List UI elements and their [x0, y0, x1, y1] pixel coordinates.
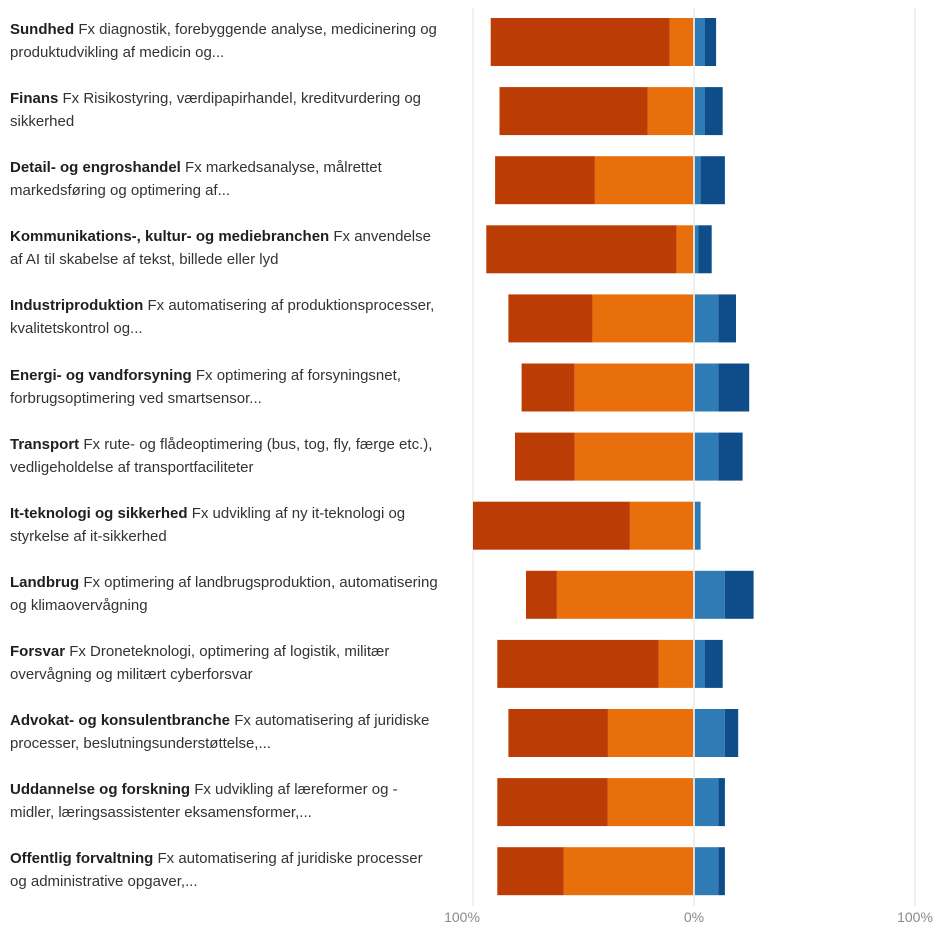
category-description: Fx markedsanalyse, målrettet markedsføri… — [10, 159, 382, 199]
category-description: Fx rute- og flådeoptimering (bus, tog, f… — [10, 436, 433, 476]
category-title: Sundhed — [10, 21, 75, 38]
category-title: Detail- og engroshandel — [10, 159, 181, 176]
category-title: It-teknologi og sikkerhed — [10, 505, 188, 522]
category-label: Kommunikations-, kultur- og mediebranche… — [10, 225, 440, 271]
bar-segment — [694, 709, 725, 757]
category-label: Transport Fx rute- og flådeoptimering (b… — [10, 433, 440, 479]
category-title: Landbrug — [10, 574, 80, 591]
bar-segment — [607, 709, 694, 757]
bar-segment — [574, 363, 694, 412]
bar-segment — [694, 501, 701, 550]
category-title: Industriproduktion — [10, 297, 144, 314]
category-label: Landbrug Fx optimering af landbrugsprodu… — [10, 571, 440, 617]
bar-segment — [694, 847, 719, 896]
bar-segment — [497, 847, 564, 896]
category-description: Fx optimering af forsyningsnet, forbrugs… — [10, 367, 401, 407]
category-description: Fx udvikling af ny it-teknologi og styrk… — [10, 505, 406, 545]
category-title: Advokat- og konsulentbranche — [10, 712, 231, 729]
bar-segment — [694, 294, 719, 343]
category-title: Kommunikations-, kultur- og mediebranche… — [10, 228, 330, 245]
bar-segment — [515, 432, 575, 481]
category-description: Fx anvendelse af AI til skabelse af teks… — [10, 228, 431, 268]
bar-segment — [705, 87, 723, 136]
bar-segment — [508, 709, 608, 757]
bar-segment — [694, 18, 706, 66]
bar-segment — [718, 778, 725, 827]
bar-segment — [694, 778, 719, 827]
category-label: Energi- og vandforsyning Fx optimering a… — [10, 364, 440, 410]
category-label: Industriproduktion Fx automatisering af … — [10, 294, 440, 340]
bar-segment — [694, 87, 706, 136]
bar-segment — [694, 639, 706, 688]
bar-segment — [647, 87, 694, 136]
category-description: Fx automatisering af produktionsprocesse… — [10, 297, 435, 337]
bar-segment — [629, 501, 694, 550]
x-tick-label: 100% — [897, 909, 933, 925]
bar-segment — [497, 778, 608, 827]
category-description: Fx diagnostik, forebyggende analyse, med… — [10, 21, 437, 61]
bar-segment — [495, 156, 595, 205]
category-description: Fx automatisering af juridiske processer… — [10, 850, 423, 890]
bar-segment — [521, 363, 575, 412]
bar-segment — [694, 570, 725, 619]
bar-segment — [508, 294, 593, 343]
bar-segment — [607, 778, 694, 827]
bar-segment — [592, 294, 694, 343]
bar-segment — [497, 639, 659, 688]
bar-segment — [718, 294, 736, 343]
bar-segment — [676, 225, 694, 274]
bar-segment — [724, 709, 739, 757]
bar-segment — [499, 87, 648, 136]
category-description: Fx udvikling af læreformer og -midler, l… — [10, 781, 398, 821]
bar-segment — [594, 156, 694, 205]
bar-segment — [694, 225, 699, 274]
bar-segment — [658, 639, 694, 688]
bar-segment — [698, 225, 712, 274]
bar-segment — [694, 432, 719, 481]
category-title: Forsvar — [10, 643, 66, 660]
bar-segment — [705, 639, 723, 688]
category-label: Uddannelse og forskning Fx udvikling af … — [10, 778, 440, 824]
bar-segment — [694, 363, 719, 412]
bar-segment — [526, 570, 557, 619]
category-label: Detail- og engroshandel Fx markedsanalys… — [10, 156, 440, 202]
category-label: Forsvar Fx Droneteknologi, optimering af… — [10, 640, 440, 686]
category-label: Offentlig forvaltning Fx automatisering … — [10, 847, 440, 893]
bar-segment — [718, 432, 743, 481]
category-description: Fx optimering af landbrugsproduktion, au… — [10, 574, 438, 614]
bar-segment — [486, 225, 677, 274]
category-title: Transport — [10, 436, 80, 453]
bar-segment — [563, 847, 694, 896]
category-description: Fx Risikostyring, værdipapirhandel, kred… — [10, 90, 422, 130]
bar-segment — [669, 18, 694, 66]
x-tick-label: 0% — [684, 909, 704, 925]
bar-segment — [574, 432, 694, 481]
category-description: Fx Droneteknologi, optimering af logisti… — [10, 643, 390, 683]
category-title: Uddannelse og forskning — [10, 781, 191, 798]
category-title: Energi- og vandforsyning — [10, 367, 192, 384]
category-label: Advokat- og konsulentbranche Fx automati… — [10, 709, 440, 755]
category-label: Sundhed Fx diagnostik, forebyggende anal… — [10, 18, 440, 64]
bar-segment — [724, 570, 754, 619]
bar-segment — [718, 363, 750, 412]
bar-segment — [700, 156, 725, 205]
bar-segment — [557, 570, 694, 619]
bar-segment — [705, 18, 717, 66]
category-description: Fx automatisering af juridiske processer… — [10, 712, 430, 752]
category-labels: Sundhed Fx diagnostik, forebyggende anal… — [10, 0, 450, 929]
bar-segment — [490, 18, 670, 66]
bar-segment — [718, 847, 725, 896]
category-title: Offentlig forvaltning — [10, 850, 154, 867]
category-label: Finans Fx Risikostyring, værdipapirhande… — [10, 87, 440, 133]
x-tick-label: 100% — [444, 909, 480, 925]
bars — [473, 18, 754, 896]
category-title: Finans — [10, 90, 59, 107]
category-label: It-teknologi og sikkerhed Fx udvikling a… — [10, 502, 440, 548]
bar-segment — [473, 501, 630, 550]
bar-segment — [694, 156, 701, 205]
